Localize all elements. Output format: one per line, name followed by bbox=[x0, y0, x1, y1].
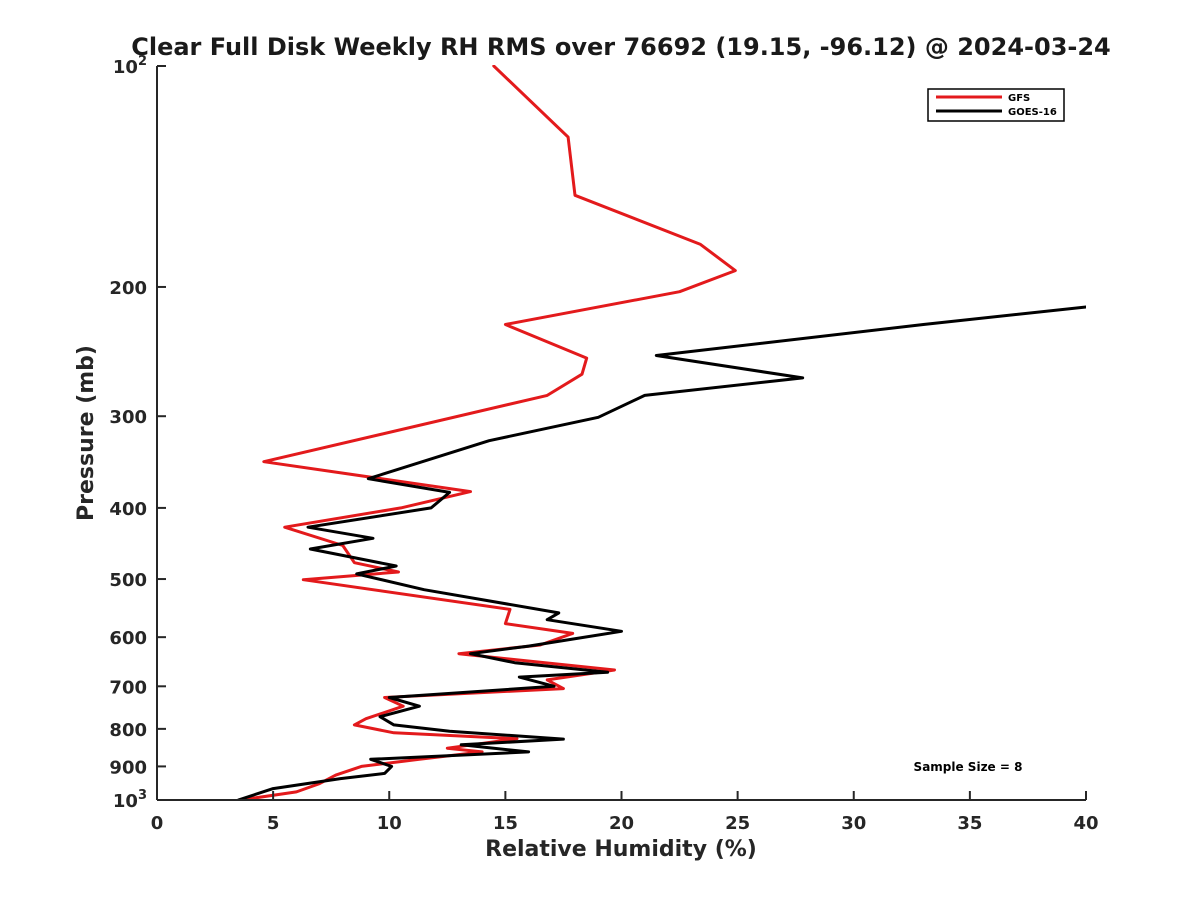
x-axis-label: Relative Humidity (%) bbox=[485, 837, 757, 862]
y-axis-label: Pressure (mb) bbox=[74, 345, 99, 521]
plot-area bbox=[157, 66, 1086, 800]
legend-label-gfs: GFS bbox=[1008, 93, 1030, 104]
series-line-gfs bbox=[239, 65, 737, 801]
legend: GFS GOES-16 bbox=[927, 88, 1065, 122]
x-tick-label: 0 bbox=[151, 813, 164, 834]
y-tick-label: 400 bbox=[109, 499, 147, 520]
legend-label-goes-16: GOES-16 bbox=[1008, 107, 1057, 118]
y-tick-label: 500 bbox=[109, 570, 147, 591]
chart-title: Clear Full Disk Weekly RH RMS over 76692… bbox=[131, 33, 1111, 61]
x-tick-label: 15 bbox=[493, 813, 518, 834]
y-tick-label: 900 bbox=[109, 757, 147, 778]
y-tick-label: 300 bbox=[109, 407, 147, 428]
x-tick-label: 40 bbox=[1073, 813, 1098, 834]
x-tick-label: 35 bbox=[957, 813, 982, 834]
sample-size-annotation: Sample Size = 8 bbox=[914, 760, 1023, 774]
x-tick-label: 5 bbox=[267, 813, 280, 834]
y-tick-label: 103 bbox=[113, 788, 147, 812]
y-tick-label: 800 bbox=[109, 720, 147, 741]
y-tick-label: 600 bbox=[109, 628, 147, 649]
series-line-goes-16 bbox=[236, 305, 1086, 801]
x-tick-label: 30 bbox=[841, 813, 866, 834]
x-tick-label: 10 bbox=[377, 813, 402, 834]
x-tick-label: 20 bbox=[609, 813, 634, 834]
legend-box bbox=[927, 88, 1065, 122]
axes-layer: 0 5 10 15 20 25 30 35 40 102 200 300 400 500 600 700 800… bbox=[109, 54, 1098, 834]
x-tick-label: 25 bbox=[725, 813, 750, 834]
y-tick-label: 700 bbox=[109, 677, 147, 698]
y-tick-label: 200 bbox=[109, 278, 147, 299]
y-tick-label: 102 bbox=[113, 54, 147, 78]
series-layer bbox=[236, 65, 1086, 801]
